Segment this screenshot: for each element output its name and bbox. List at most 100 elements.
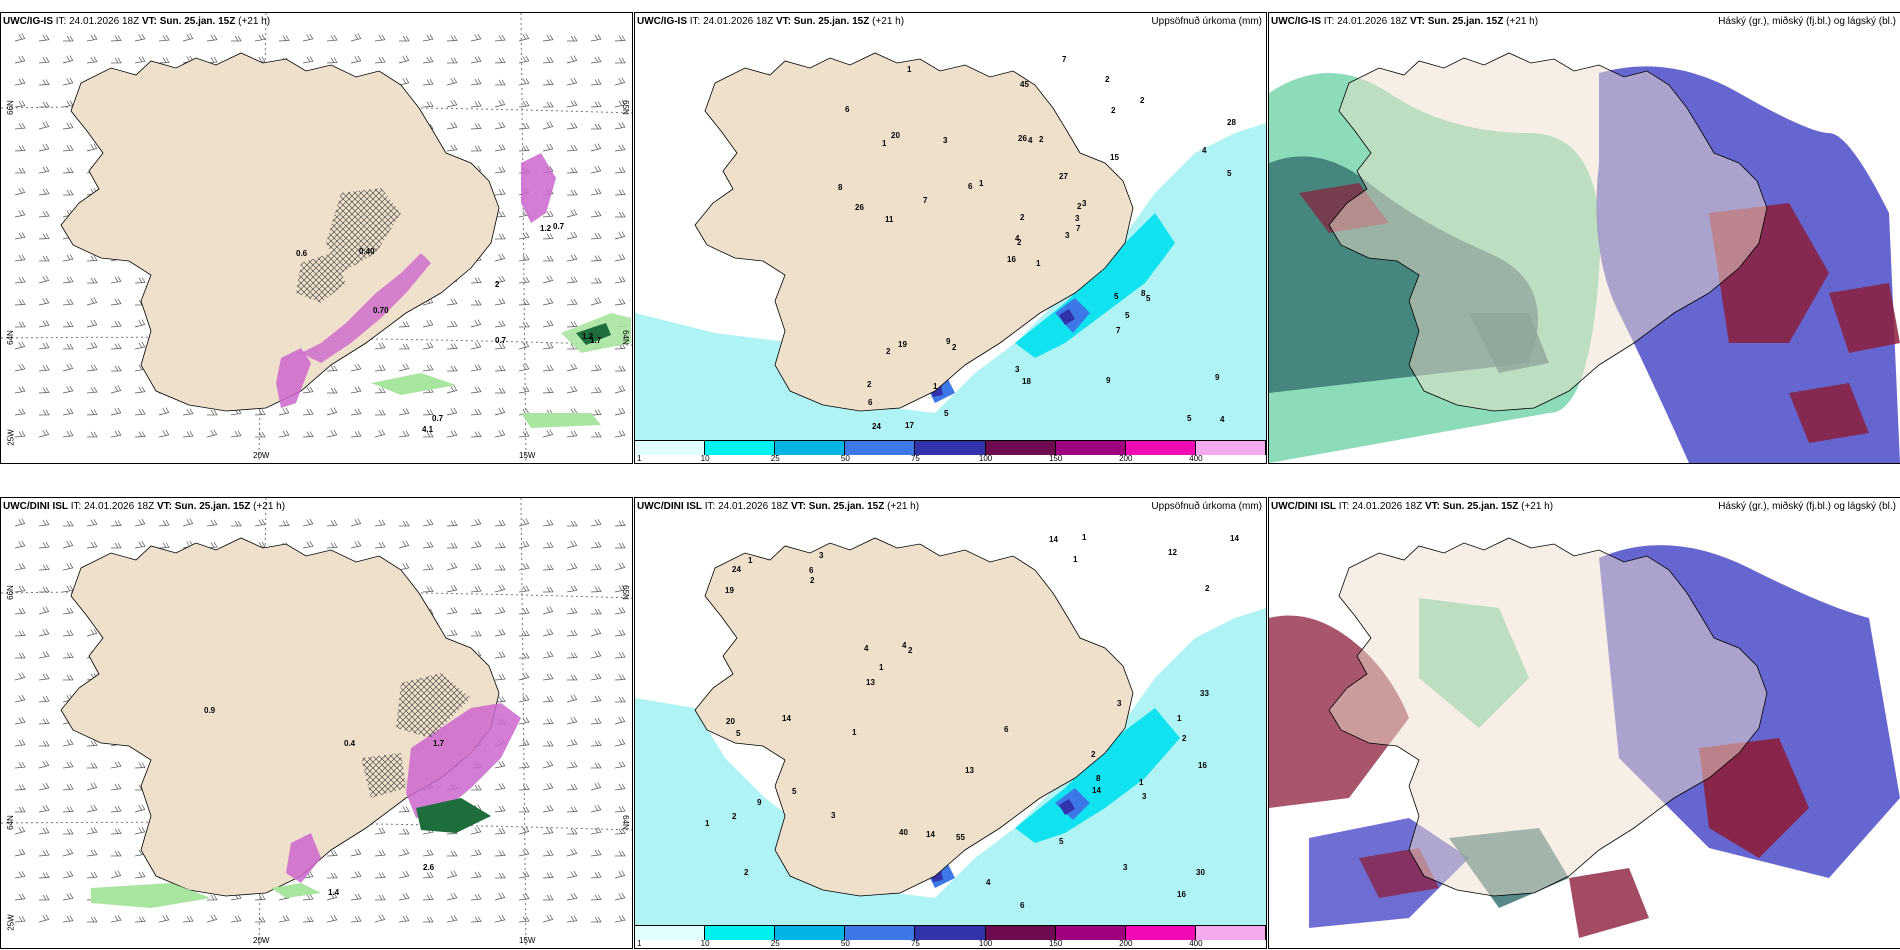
legend-swatch <box>1195 926 1266 940</box>
value-label: 6 <box>809 566 814 575</box>
wind-barb <box>350 55 362 64</box>
wind-barb <box>206 914 218 923</box>
wind-barb <box>230 35 242 42</box>
wind-barb <box>446 122 458 130</box>
panel-title: UWC/IG-IS IT: 24.01.2026 18Z VT: Sun. 25… <box>1271 16 1539 27</box>
legend-label: 10 <box>700 939 710 948</box>
wind-barb <box>590 277 602 284</box>
wind-barb <box>518 145 530 152</box>
wind-barb <box>614 385 626 394</box>
wind-barb <box>278 520 290 527</box>
wind-barb <box>590 101 602 108</box>
wind-barb <box>38 541 50 549</box>
iceland-land <box>1328 537 1768 897</box>
wind-barb <box>494 629 506 637</box>
wind-barb <box>542 121 554 130</box>
wind-barb <box>614 562 626 571</box>
wind-barb <box>446 407 458 416</box>
wind-barb <box>86 827 98 835</box>
wind-barb <box>86 762 98 769</box>
precip-numbers: 2223232146192024304033136451412131614685… <box>705 533 1239 910</box>
cloud-field-label: Háský (gr.), miðský (fj.bl.) og lágský (… <box>1718 501 1896 512</box>
wind-barb <box>542 297 554 306</box>
wind-barb <box>350 408 362 416</box>
wind-barb <box>446 343 458 350</box>
wind-barb <box>494 342 506 350</box>
wind-barb <box>446 629 458 637</box>
wind-barb <box>518 341 530 350</box>
legend-label: 10 <box>700 454 710 463</box>
wind-barb <box>446 99 458 108</box>
wind-barb <box>254 519 266 527</box>
wind-barb <box>62 55 74 64</box>
value-label: 4 <box>1220 415 1225 424</box>
precip-field-label: Uppsöfnuð úrkoma (mm) <box>1151 501 1262 512</box>
wind-barb <box>134 826 146 835</box>
wind-barb <box>158 57 170 64</box>
wind-barb <box>518 630 530 637</box>
value-label: 5 <box>1146 294 1151 303</box>
wind-barb <box>398 363 410 372</box>
wind-barb <box>614 35 626 42</box>
wind-barb <box>566 915 578 923</box>
wind-barb <box>302 33 314 42</box>
wind-barb <box>590 431 602 438</box>
value-label: 1.7 <box>433 739 445 748</box>
legend-label: 75 <box>910 939 920 948</box>
wind-barb <box>590 916 602 923</box>
wind-barb <box>14 518 26 527</box>
wind-barb <box>86 519 98 527</box>
wind-barb <box>86 541 98 549</box>
wind-barb <box>14 386 26 394</box>
value-label: 6 <box>1004 725 1009 734</box>
lat-label: 66N <box>5 585 15 600</box>
wind-barb <box>446 385 458 394</box>
lon-label: 15W <box>519 451 536 460</box>
wind-barb <box>206 409 218 416</box>
wind-barb <box>86 849 98 857</box>
wind-barb <box>14 826 26 835</box>
wind-barb <box>350 518 362 527</box>
wind-barb <box>422 916 434 923</box>
value-label: 24 <box>732 565 741 574</box>
wind-barb <box>494 892 506 901</box>
legend-label: 400 <box>1189 939 1203 948</box>
precip-map-bottom: 2223232146192024304033136451412131614685… <box>635 533 1266 928</box>
value-label: 1 <box>852 728 857 737</box>
value-label: 40 <box>899 828 908 837</box>
value-label: 4.1 <box>422 425 434 434</box>
wind-barb <box>518 585 530 593</box>
wind-barb <box>518 694 530 703</box>
wind-barb <box>494 519 506 527</box>
wind-barb <box>158 542 170 549</box>
wind-barb <box>518 122 530 130</box>
wind-barb <box>182 430 194 438</box>
wind-barb <box>134 56 146 64</box>
wind-barb <box>494 429 506 438</box>
wind-barb <box>158 914 170 923</box>
wind-barb <box>398 540 410 549</box>
wind-barb <box>110 276 122 284</box>
lat-label: 64N <box>5 815 15 830</box>
wind-barb <box>326 892 338 901</box>
wind-barb <box>614 365 626 372</box>
value-label: 0.7 <box>495 336 507 345</box>
wind-barb <box>374 827 386 835</box>
value-label: 20 <box>726 717 735 726</box>
wind-barb <box>14 254 26 262</box>
wind-barb <box>566 893 578 901</box>
wind-barb <box>614 674 626 681</box>
wind-barb <box>14 321 26 328</box>
wind-barb <box>614 828 626 835</box>
wind-barb <box>86 277 98 284</box>
wind-barb <box>86 297 98 306</box>
wind-barb <box>566 209 578 218</box>
wind-barb <box>446 584 458 593</box>
wind-barb <box>590 608 602 615</box>
wind-barb <box>422 34 434 42</box>
legend-label: 50 <box>840 454 850 463</box>
value-label: 24 <box>872 422 881 431</box>
wind-barb <box>614 850 626 857</box>
wind-barb <box>254 34 266 42</box>
lon-label: 20W <box>253 451 270 460</box>
